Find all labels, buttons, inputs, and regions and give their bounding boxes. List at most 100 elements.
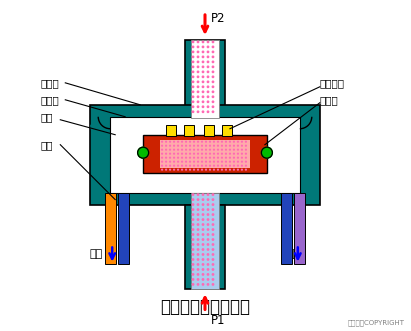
- Circle shape: [212, 71, 215, 73]
- Circle shape: [192, 253, 194, 256]
- Circle shape: [233, 141, 235, 143]
- Circle shape: [196, 71, 199, 73]
- Circle shape: [212, 278, 215, 281]
- Circle shape: [213, 168, 215, 171]
- Circle shape: [192, 80, 194, 83]
- Circle shape: [237, 145, 239, 147]
- Circle shape: [202, 100, 204, 103]
- Text: P1: P1: [211, 314, 226, 327]
- Circle shape: [192, 273, 194, 276]
- Bar: [105, 193, 116, 264]
- Circle shape: [197, 168, 199, 171]
- Circle shape: [189, 161, 191, 163]
- Circle shape: [196, 263, 199, 266]
- Circle shape: [161, 141, 163, 143]
- Circle shape: [207, 110, 209, 113]
- Circle shape: [217, 165, 219, 167]
- Circle shape: [192, 218, 194, 221]
- Circle shape: [189, 153, 191, 155]
- Circle shape: [207, 238, 209, 241]
- Circle shape: [202, 243, 204, 246]
- Circle shape: [237, 165, 239, 167]
- Circle shape: [192, 233, 194, 236]
- Circle shape: [161, 145, 163, 147]
- Circle shape: [202, 218, 204, 221]
- Circle shape: [202, 223, 204, 226]
- Circle shape: [245, 149, 247, 151]
- Circle shape: [207, 208, 209, 211]
- Circle shape: [193, 141, 195, 143]
- Circle shape: [213, 149, 215, 151]
- Text: 电流: 电流: [287, 250, 300, 260]
- Circle shape: [202, 61, 204, 63]
- Circle shape: [207, 56, 209, 58]
- Circle shape: [212, 258, 215, 261]
- Circle shape: [205, 157, 207, 159]
- Circle shape: [212, 268, 215, 271]
- Circle shape: [202, 283, 204, 286]
- Circle shape: [196, 253, 199, 256]
- Circle shape: [207, 100, 209, 103]
- Circle shape: [192, 278, 194, 281]
- Circle shape: [221, 168, 223, 171]
- Circle shape: [185, 149, 187, 151]
- Circle shape: [201, 161, 203, 163]
- Bar: [185, 40, 225, 115]
- Circle shape: [177, 161, 179, 163]
- Circle shape: [237, 168, 239, 171]
- Circle shape: [225, 168, 227, 171]
- Circle shape: [217, 149, 219, 151]
- Circle shape: [212, 208, 215, 211]
- Circle shape: [192, 71, 194, 73]
- Circle shape: [207, 243, 209, 246]
- Circle shape: [185, 153, 187, 155]
- Circle shape: [197, 161, 199, 163]
- Circle shape: [245, 168, 247, 171]
- Circle shape: [241, 157, 243, 159]
- Circle shape: [189, 141, 191, 143]
- Circle shape: [202, 213, 204, 216]
- Circle shape: [207, 268, 209, 271]
- Circle shape: [196, 61, 199, 63]
- Circle shape: [193, 157, 195, 159]
- Circle shape: [192, 85, 194, 88]
- Text: 低压腔: 低压腔: [40, 78, 59, 88]
- Circle shape: [202, 253, 204, 256]
- Circle shape: [213, 157, 215, 159]
- Circle shape: [233, 149, 235, 151]
- Circle shape: [161, 157, 163, 159]
- Circle shape: [169, 141, 171, 143]
- Circle shape: [177, 149, 179, 151]
- Circle shape: [173, 145, 175, 147]
- Circle shape: [192, 90, 194, 93]
- Circle shape: [209, 165, 211, 167]
- Circle shape: [161, 149, 163, 151]
- Circle shape: [212, 80, 215, 83]
- Circle shape: [196, 110, 199, 113]
- Circle shape: [189, 168, 191, 171]
- Circle shape: [196, 40, 199, 43]
- Circle shape: [237, 161, 239, 163]
- Circle shape: [196, 268, 199, 271]
- Circle shape: [192, 61, 194, 63]
- Circle shape: [161, 153, 163, 155]
- Circle shape: [173, 168, 175, 171]
- Circle shape: [212, 218, 215, 221]
- Circle shape: [177, 165, 179, 167]
- Circle shape: [196, 198, 199, 201]
- Circle shape: [217, 168, 219, 171]
- Circle shape: [196, 208, 199, 211]
- Circle shape: [207, 66, 209, 68]
- Text: 扩散硜式压力传感器: 扩散硜式压力传感器: [160, 298, 250, 316]
- Circle shape: [197, 149, 199, 151]
- Circle shape: [209, 141, 211, 143]
- Text: 东方仿真COPYRIGHT: 东方仿真COPYRIGHT: [348, 319, 404, 326]
- Circle shape: [202, 193, 204, 196]
- Circle shape: [207, 61, 209, 63]
- Circle shape: [196, 233, 199, 236]
- Circle shape: [225, 157, 227, 159]
- Circle shape: [202, 208, 204, 211]
- Circle shape: [161, 161, 163, 163]
- Circle shape: [201, 165, 203, 167]
- Bar: [110, 117, 300, 193]
